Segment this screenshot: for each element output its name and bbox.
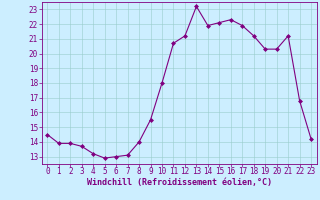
X-axis label: Windchill (Refroidissement éolien,°C): Windchill (Refroidissement éolien,°C) bbox=[87, 178, 272, 187]
